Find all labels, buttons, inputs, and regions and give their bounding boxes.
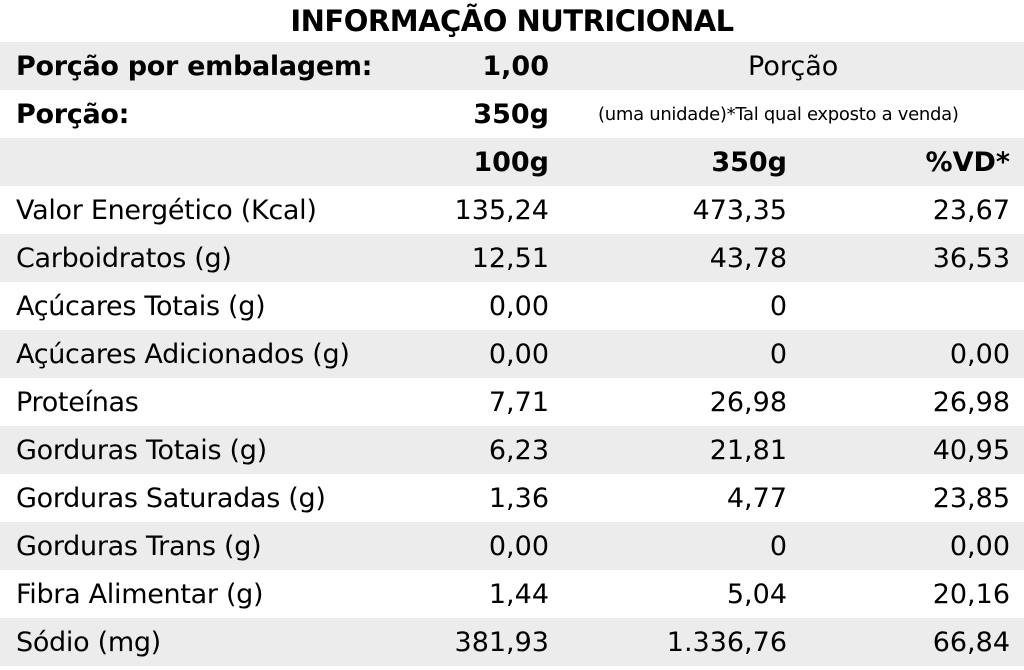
servings-value: 1,00 xyxy=(482,50,549,82)
value-per-350g: 0 xyxy=(769,290,787,322)
nutrient-name: Sódio (mg) xyxy=(16,626,161,658)
value-per-100g: 12,51 xyxy=(471,242,549,274)
table-row: Carboidratos (g) 12,51 43,78 36,53 xyxy=(0,234,1024,282)
value-per-100g: 7,71 xyxy=(488,386,549,418)
value-per-350g: 473,35 xyxy=(692,194,787,226)
value-per-350g: 5,04 xyxy=(726,578,787,610)
table-row: Gorduras Saturadas (g) 1,36 4,77 23,85 xyxy=(0,474,1024,522)
value-per-100g: 6,23 xyxy=(488,434,549,466)
value-per-350g: 0 xyxy=(769,530,787,562)
nutrient-name: Fibra Alimentar (g) xyxy=(16,578,264,610)
table-row: Açúcares Adicionados (g) 0,00 0 0,00 xyxy=(0,330,1024,378)
value-daily-percent: 66,84 xyxy=(932,626,1010,658)
value-per-350g: 26,98 xyxy=(709,386,787,418)
servings-label: Porção por embalagem: xyxy=(16,50,373,82)
value-daily-percent: 26,98 xyxy=(932,386,1010,418)
table-row: Gorduras Trans (g) 0,00 0 0,00 xyxy=(0,522,1024,570)
table-row: Fibra Alimentar (g) 1,44 5,04 20,16 xyxy=(0,570,1024,618)
table-row: Proteínas 7,71 26,98 26,98 xyxy=(0,378,1024,426)
value-per-100g: 0,00 xyxy=(488,338,549,370)
portion-value: 350g xyxy=(473,98,549,130)
portion-note: (uma unidade)*Tal qual exposto a venda) xyxy=(598,103,959,125)
value-per-100g: 0,00 xyxy=(488,530,549,562)
portion-label: Porção: xyxy=(16,98,130,130)
nutrient-name: Açúcares Adicionados (g) xyxy=(16,338,350,370)
value-per-350g: 4,77 xyxy=(726,482,787,514)
value-daily-percent: 20,16 xyxy=(932,578,1010,610)
column-header-vd: %VD* xyxy=(925,146,1010,178)
value-per-100g: 381,93 xyxy=(454,626,549,658)
column-header-100g: 100g xyxy=(473,146,549,178)
servings-row: Porção por embalagem: 1,00 Porção xyxy=(0,42,1024,90)
value-daily-percent: 40,95 xyxy=(932,434,1010,466)
nutrient-name: Valor Energético (Kcal) xyxy=(16,194,317,226)
nutrient-name: Gorduras Totais (g) xyxy=(16,434,267,466)
portion-row: Porção: 350g (uma unidade)*Tal qual expo… xyxy=(0,90,1024,138)
table-row: Gorduras Totais (g) 6,23 21,81 40,95 xyxy=(0,426,1024,474)
value-daily-percent: 23,67 xyxy=(932,194,1010,226)
value-per-350g: 1.336,76 xyxy=(666,626,787,658)
table-row: Valor Energético (Kcal) 135,24 473,35 23,67 xyxy=(0,186,1024,234)
nutrient-name: Gorduras Trans (g) xyxy=(16,530,262,562)
value-per-100g: 1,44 xyxy=(488,578,549,610)
nutrient-rows: Valor Energético (Kcal) 135,24 473,35 23,67… xyxy=(0,186,1024,666)
value-daily-percent: 23,85 xyxy=(932,482,1010,514)
value-daily-percent: 36,53 xyxy=(932,242,1010,274)
value-per-350g: 43,78 xyxy=(709,242,787,274)
nutrient-name: Açúcares Totais (g) xyxy=(16,290,266,322)
value-daily-percent: 0,00 xyxy=(949,338,1010,370)
value-per-100g: 135,24 xyxy=(454,194,549,226)
table-title: INFORMAÇÃO NUTRICIONAL xyxy=(290,4,734,38)
value-per-350g: 21,81 xyxy=(709,434,787,466)
table-row: Sódio (mg) 381,93 1.336,76 66,84 xyxy=(0,618,1024,666)
value-daily-percent: 0,00 xyxy=(949,530,1010,562)
nutrient-name: Gorduras Saturadas (g) xyxy=(16,482,326,514)
value-per-100g: 0,00 xyxy=(488,290,549,322)
portion-word: Porção xyxy=(748,50,839,82)
table-row: Açúcares Totais (g) 0,00 0 xyxy=(0,282,1024,330)
value-per-350g: 0 xyxy=(769,338,787,370)
column-header-row: 100g 350g %VD* xyxy=(0,138,1024,186)
nutrient-name: Proteínas xyxy=(16,386,139,418)
nutrient-name: Carboidratos (g) xyxy=(16,242,232,274)
value-per-100g: 1,36 xyxy=(488,482,549,514)
column-header-350g: 350g xyxy=(711,146,787,178)
